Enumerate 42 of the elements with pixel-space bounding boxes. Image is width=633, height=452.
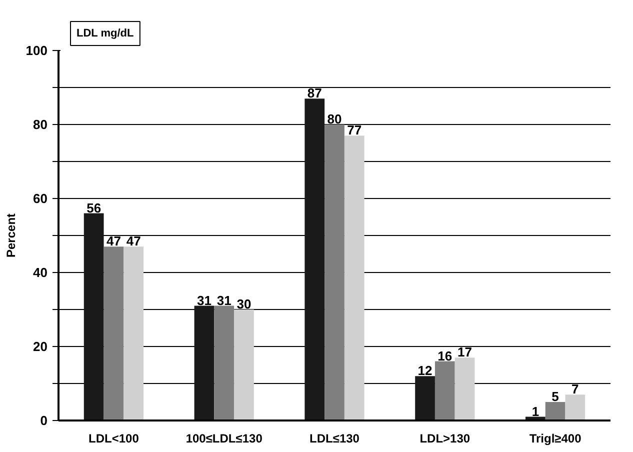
bar xyxy=(304,98,325,420)
x-tick-label: LDL<100 xyxy=(88,432,140,446)
bar xyxy=(434,361,455,420)
data-label: 47 xyxy=(126,234,141,249)
bar xyxy=(324,124,344,420)
bar xyxy=(234,310,254,420)
y-tick-label: 0 xyxy=(40,413,48,428)
x-tick-label: Trigl≥400 xyxy=(529,432,582,446)
data-label: 80 xyxy=(327,112,342,126)
y-tick-label: 80 xyxy=(33,117,48,132)
data-label: 30 xyxy=(236,296,252,312)
data-label: 1 xyxy=(532,404,540,419)
x-tick-label: 100≤LDL≤130 xyxy=(186,432,263,446)
data-label: 16 xyxy=(438,348,452,364)
data-label: 87 xyxy=(307,86,322,101)
data-label: 5 xyxy=(552,389,559,404)
y-tick-label: 100 xyxy=(26,43,48,58)
chart-title: LDL mg/dL xyxy=(76,28,134,40)
data-label: 56 xyxy=(86,200,102,216)
data-label: 7 xyxy=(572,382,579,397)
y-axis-title: Percent xyxy=(4,213,18,258)
bar xyxy=(84,213,104,420)
bar xyxy=(214,306,234,420)
bar xyxy=(104,246,124,420)
bar xyxy=(565,394,586,420)
x-tick-label: LDL≤130 xyxy=(310,432,360,446)
bar xyxy=(194,306,214,420)
data-label: 77 xyxy=(347,122,362,138)
data-label: 12 xyxy=(418,363,432,378)
y-tick-label: 60 xyxy=(33,191,48,206)
bar xyxy=(454,358,475,420)
bar xyxy=(415,376,435,420)
y-tick-label: 20 xyxy=(33,339,48,354)
data-label: 47 xyxy=(106,234,121,249)
data-label: 17 xyxy=(458,344,472,360)
data-label: 31 xyxy=(197,292,212,308)
y-tick-label: 40 xyxy=(33,265,48,280)
bar xyxy=(344,136,364,420)
x-tick-label: LDL>130 xyxy=(420,432,470,446)
bar xyxy=(124,246,144,420)
bar xyxy=(545,402,566,420)
data-label: 31 xyxy=(216,292,232,308)
